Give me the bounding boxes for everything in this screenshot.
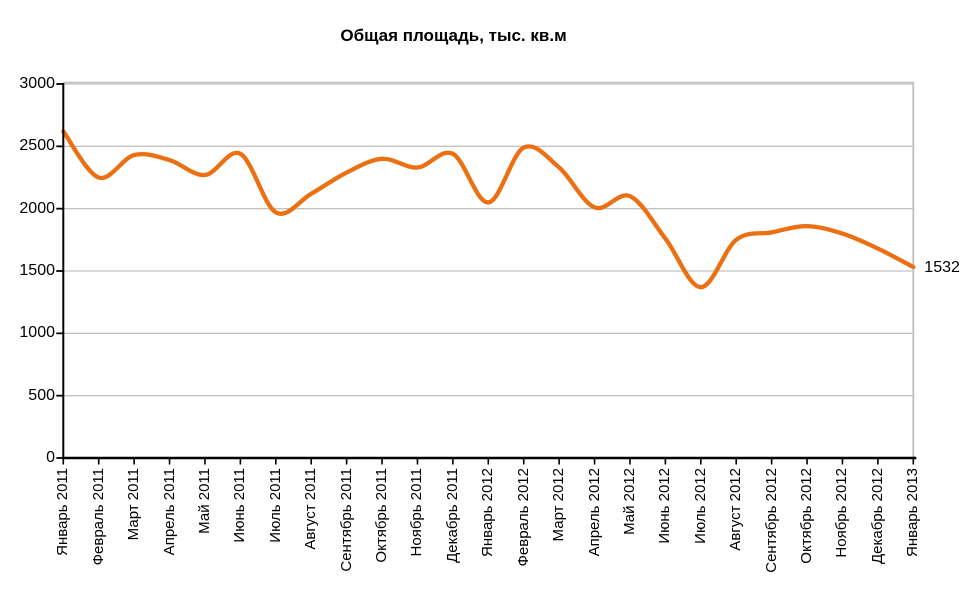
x-axis-label: Январь 2011 <box>54 468 72 556</box>
x-axis-label: Ноябрь 2011 <box>408 468 426 557</box>
x-axis-label: Август 2012 <box>727 468 745 551</box>
y-axis-label: 2000 <box>19 199 55 217</box>
series-line-total-area <box>61 129 916 290</box>
y-axis-label: 3000 <box>19 75 55 92</box>
x-axis-label: Январь 2013 <box>904 468 922 557</box>
x-axis-label: Октябрь 2011 <box>373 468 391 563</box>
x-axis-label: Февраль 2011 <box>89 468 107 566</box>
x-axis-label: Август 2011 <box>302 468 320 550</box>
y-axis-label: 500 <box>28 386 55 404</box>
x-axis-label: Декабрь 2012 <box>868 468 886 565</box>
y-axis-label: 2500 <box>19 137 55 155</box>
x-axis-label: Май 2011 <box>195 468 213 534</box>
x-axis-label: Май 2012 <box>620 468 638 535</box>
x-axis-label: Декабрь 2011 <box>443 468 461 563</box>
last-point-data-label: 1532 <box>924 258 960 276</box>
x-axis-label: Июль 2012 <box>691 468 709 544</box>
y-axis-label: 0 <box>46 449 55 466</box>
x-axis-label: Сентябрь 2011 <box>337 468 355 572</box>
x-axis-label: Апрель 2011 <box>160 468 178 556</box>
y-axis-label: 1000 <box>19 324 55 342</box>
y-axis-label: 1500 <box>19 262 55 279</box>
chart-title: Общая площадь, тыс. кв.м <box>340 26 567 45</box>
x-axis-label: Июль 2011 <box>266 468 284 543</box>
x-axis-label: Июнь 2011 <box>231 468 249 543</box>
x-axis-label: Октябрь 2012 <box>798 468 816 564</box>
x-axis-label: Ноябрь 2012 <box>833 468 851 558</box>
x-axis-label: Март 2012 <box>550 468 568 542</box>
x-axis-label: Январь 2012 <box>479 468 497 557</box>
x-axis-label: Апрель 2012 <box>585 468 603 557</box>
x-axis-label: Март 2011 <box>125 468 143 541</box>
x-axis-label: Сентябрь 2012 <box>762 468 780 573</box>
x-axis-label: Июнь 2012 <box>656 468 674 544</box>
x-axis-label: Февраль 2012 <box>514 468 532 567</box>
